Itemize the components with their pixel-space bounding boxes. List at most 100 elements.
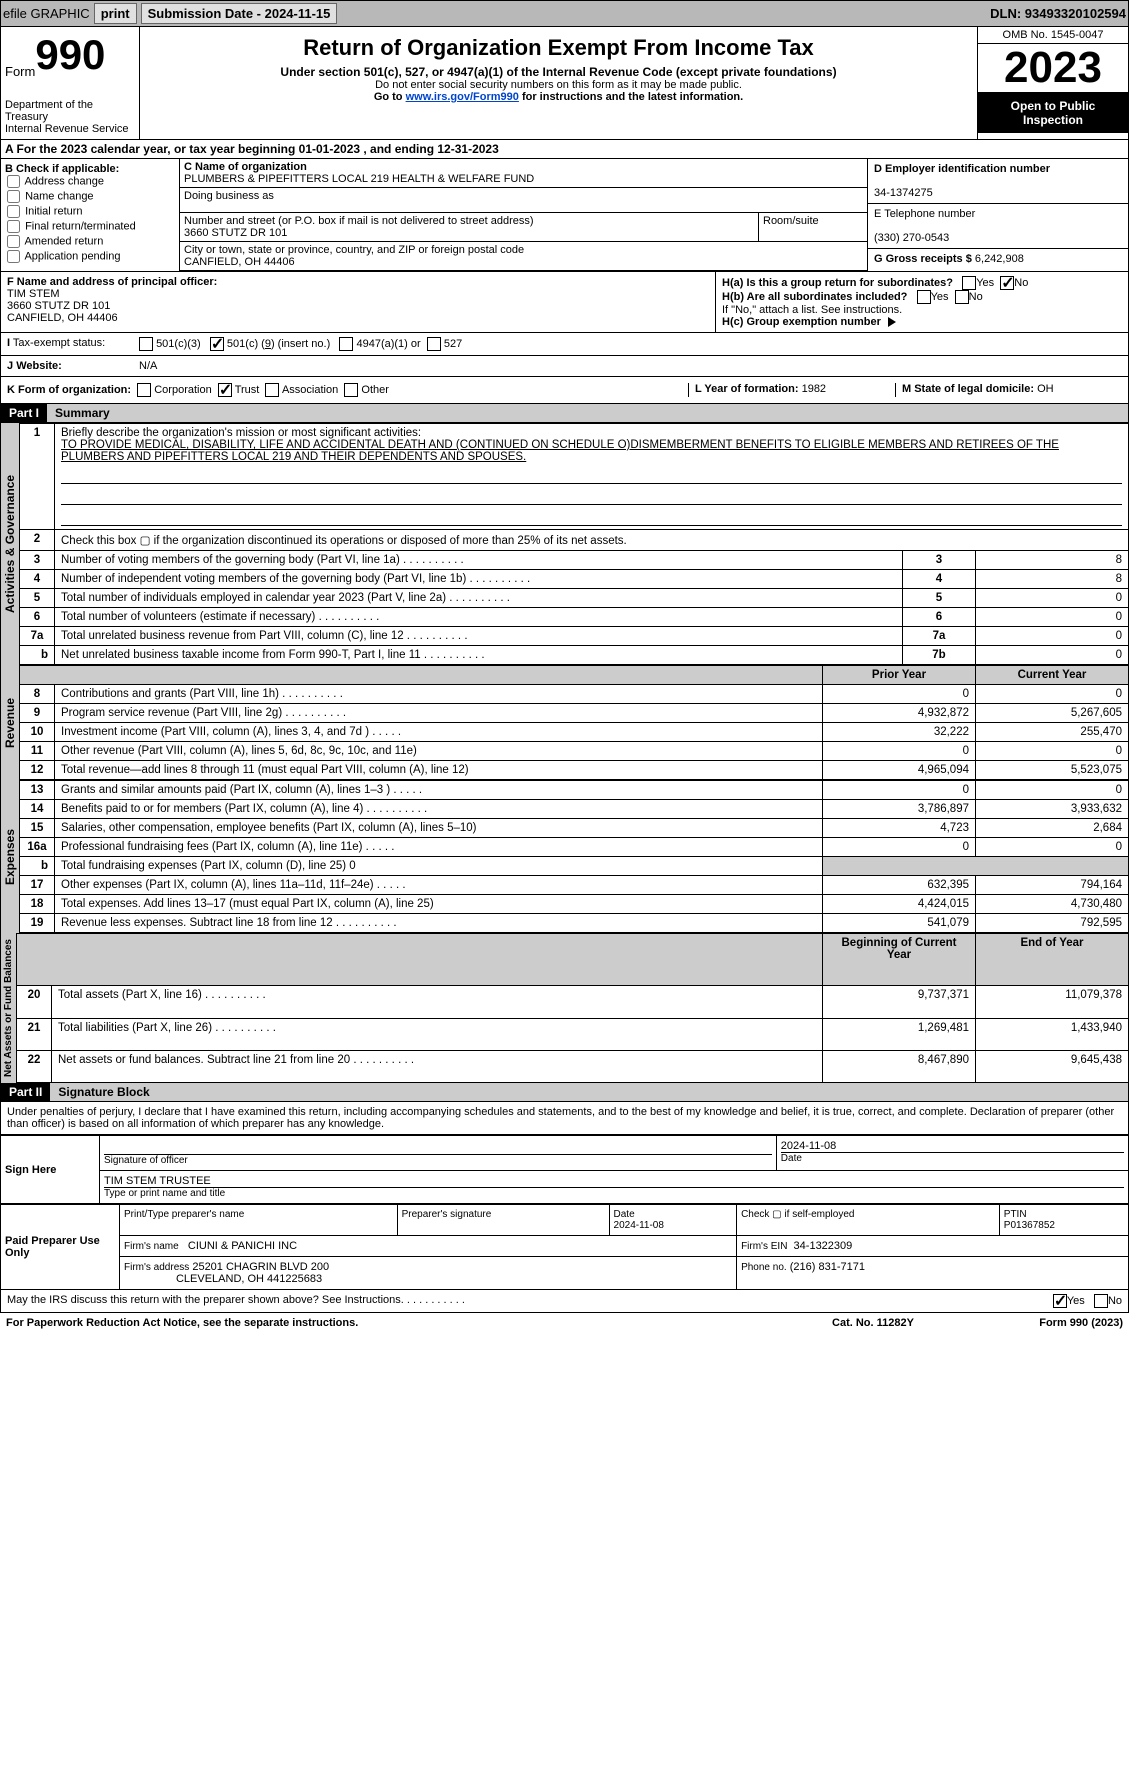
form-title: Return of Organization Exempt From Incom… bbox=[144, 35, 973, 61]
omb-number: OMB No. 1545-0047 bbox=[978, 27, 1128, 44]
identification-section: B Check if applicable: Address change Na… bbox=[0, 159, 1129, 272]
address-change-label: Address change bbox=[24, 175, 104, 187]
line7a-value: 0 bbox=[976, 627, 1129, 646]
dba-label: Doing business as bbox=[184, 190, 274, 202]
l-label: L Year of formation: bbox=[695, 383, 799, 395]
begin-year-header: Beginning of Current Year bbox=[823, 934, 976, 986]
end-year-header: End of Year bbox=[976, 934, 1129, 986]
line6-value: 0 bbox=[976, 608, 1129, 627]
app-pending-label: Application pending bbox=[24, 250, 120, 262]
form-org-row: K Form of organization: Corporation Trus… bbox=[0, 377, 1129, 404]
org-name-label: C Name of organization bbox=[184, 161, 307, 173]
discuss-yes-checkbox[interactable] bbox=[1053, 1294, 1067, 1308]
527-checkbox[interactable] bbox=[427, 337, 441, 351]
officer-addr2: CANFIELD, OH 44406 bbox=[7, 312, 118, 324]
line9-text: Program service revenue (Part VIII, line… bbox=[61, 707, 346, 719]
self-employed-check[interactable]: Check ▢ if self-employed bbox=[737, 1205, 1000, 1236]
officer-addr1: 3660 STUTZ DR 101 bbox=[7, 300, 110, 312]
initial-return-label: Initial return bbox=[25, 205, 82, 217]
tab-activities-governance: Activities & Governance bbox=[0, 423, 19, 665]
ha-label: H(a) Is this a group return for subordin… bbox=[722, 277, 953, 289]
sig-date: 2024-11-08 bbox=[781, 1140, 1124, 1153]
assoc-checkbox[interactable] bbox=[265, 383, 279, 397]
line10-text: Investment income (Part VIII, column (A)… bbox=[61, 726, 401, 738]
firm-addr2: CLEVELAND, OH 441225683 bbox=[176, 1273, 322, 1285]
name-change-checkbox[interactable] bbox=[7, 190, 20, 203]
tax-year: 2023 bbox=[978, 44, 1128, 93]
paid-preparer-label: Paid Preparer Use Only bbox=[1, 1205, 120, 1290]
trust-checkbox[interactable] bbox=[218, 383, 232, 397]
amended-return-checkbox[interactable] bbox=[7, 235, 20, 248]
corp-checkbox[interactable] bbox=[137, 383, 151, 397]
line7b-text: Net unrelated business taxable income fr… bbox=[61, 649, 485, 661]
form-footer: Form 990 (2023) bbox=[973, 1317, 1123, 1329]
ha-yes-checkbox[interactable] bbox=[962, 276, 976, 290]
part1-header: Part I bbox=[1, 404, 47, 422]
line4-value: 8 bbox=[976, 570, 1129, 589]
preparer-name-label: Print/Type preparer's name bbox=[120, 1205, 398, 1236]
l-value: 1982 bbox=[802, 383, 826, 395]
form-subtitle: Under section 501(c), 527, or 4947(a)(1)… bbox=[144, 65, 973, 79]
arrow-icon bbox=[888, 317, 896, 327]
other-checkbox[interactable] bbox=[344, 383, 358, 397]
form-header: Form990 Department of the TreasuryIntern… bbox=[0, 27, 1129, 140]
hc-label: H(c) Group exemption number bbox=[722, 316, 881, 328]
submission-date-button[interactable]: Submission Date - 2024-11-15 bbox=[141, 3, 338, 24]
line12-text: Total revenue—add lines 8 through 11 (mu… bbox=[61, 764, 469, 776]
amended-return-label: Amended return bbox=[24, 235, 103, 247]
phone-label: E Telephone number bbox=[874, 208, 975, 220]
ein-label: D Employer identification number bbox=[874, 163, 1050, 175]
address-change-checkbox[interactable] bbox=[7, 175, 20, 188]
line6-text: Total number of volunteers (estimate if … bbox=[61, 611, 379, 623]
tab-revenue: Revenue bbox=[0, 665, 19, 780]
line21-text: Total liabilities (Part X, line 26) bbox=[58, 1022, 276, 1034]
line18-text: Total expenses. Add lines 13–17 (must eq… bbox=[61, 898, 434, 910]
firm-name: CIUNI & PANICHI INC bbox=[188, 1240, 297, 1252]
line3-value: 8 bbox=[976, 551, 1129, 570]
phone-value: (330) 270-0543 bbox=[874, 232, 949, 244]
initial-return-checkbox[interactable] bbox=[7, 205, 20, 218]
gross-receipts-value: 6,242,908 bbox=[975, 253, 1024, 265]
tax-exempt-label: Tax-exempt status: bbox=[13, 337, 105, 349]
mission-text: TO PROVIDE MEDICAL, DISABILITY, LIFE AND… bbox=[61, 439, 1059, 463]
line5-text: Total number of individuals employed in … bbox=[61, 592, 510, 604]
501c3-checkbox[interactable] bbox=[139, 337, 153, 351]
pra-notice: For Paperwork Reduction Act Notice, see … bbox=[6, 1317, 773, 1329]
final-return-label: Final return/terminated bbox=[25, 220, 136, 232]
type-name-label: Type or print name and title bbox=[104, 1188, 1124, 1199]
tab-expenses: Expenses bbox=[0, 780, 19, 933]
line14-text: Benefits paid to or for members (Part IX… bbox=[61, 803, 427, 815]
discuss-question: May the IRS discuss this return with the… bbox=[7, 1294, 465, 1306]
app-pending-checkbox[interactable] bbox=[7, 250, 20, 263]
sig-date-label: Date bbox=[781, 1153, 1124, 1164]
org-name: PLUMBERS & PIPEFITTERS LOCAL 219 HEALTH … bbox=[184, 173, 534, 185]
line7b-value: 0 bbox=[976, 646, 1129, 665]
ptin-value: P01367852 bbox=[1004, 1220, 1055, 1231]
line16b-text: Total fundraising expenses (Part IX, col… bbox=[61, 860, 356, 872]
part2-header: Part II bbox=[1, 1083, 50, 1101]
street-label: Number and street (or P.O. box if mail i… bbox=[184, 215, 534, 227]
hb-no-checkbox[interactable] bbox=[955, 290, 969, 304]
print-button[interactable]: print bbox=[94, 3, 137, 24]
tax-year-row: A For the 2023 calendar year, or tax yea… bbox=[0, 140, 1129, 159]
line22-text: Net assets or fund balances. Subtract li… bbox=[58, 1054, 414, 1066]
m-value: OH bbox=[1037, 383, 1054, 395]
m-label: M State of legal domicile: bbox=[902, 383, 1034, 395]
line17-text: Other expenses (Part IX, column (A), lin… bbox=[61, 879, 406, 891]
line5-value: 0 bbox=[976, 589, 1129, 608]
sign-here-label: Sign Here bbox=[1, 1136, 100, 1204]
ha-no-checkbox[interactable] bbox=[1000, 276, 1014, 290]
hb-yes-checkbox[interactable] bbox=[917, 290, 931, 304]
irs-link[interactable]: www.irs.gov/Form990 bbox=[406, 91, 519, 103]
firm-addr1: 25201 CHAGRIN BLVD 200 bbox=[192, 1261, 329, 1273]
discuss-no-checkbox[interactable] bbox=[1094, 1294, 1108, 1308]
final-return-checkbox[interactable] bbox=[7, 220, 20, 233]
line8-text: Contributions and grants (Part VIII, lin… bbox=[61, 688, 343, 700]
4947-checkbox[interactable] bbox=[339, 337, 353, 351]
501c-checkbox[interactable] bbox=[210, 337, 224, 351]
name-change-label: Name change bbox=[25, 190, 94, 202]
cat-number: Cat. No. 11282Y bbox=[773, 1317, 973, 1329]
goto-pre: Go to bbox=[374, 91, 406, 103]
website-label: Website: bbox=[16, 360, 62, 372]
line7a-text: Total unrelated business revenue from Pa… bbox=[61, 630, 468, 642]
